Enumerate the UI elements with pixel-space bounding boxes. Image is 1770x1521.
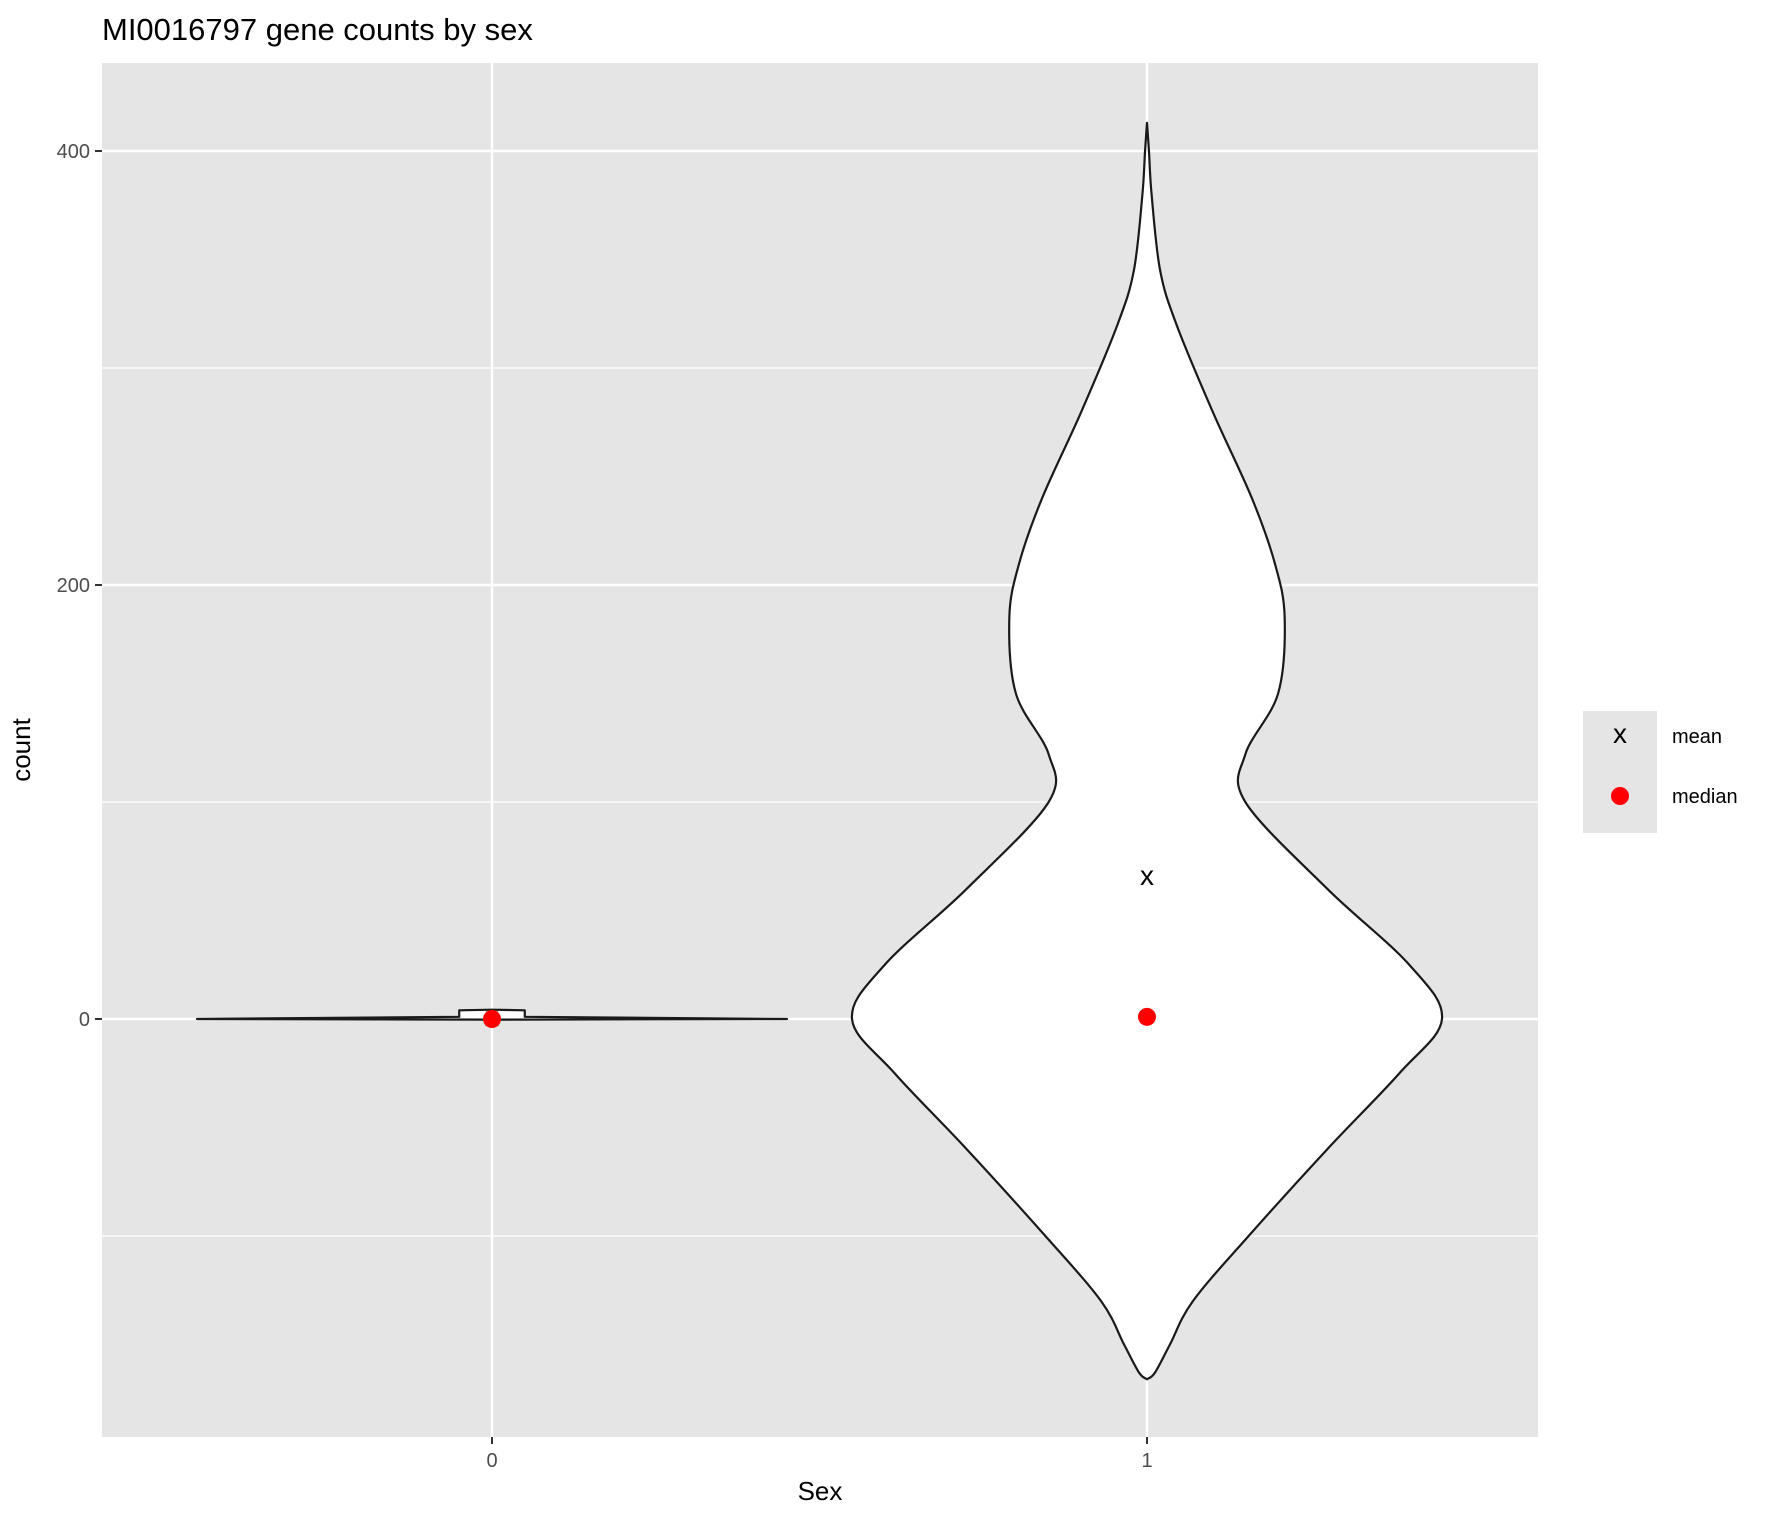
legend: x mean median bbox=[1583, 711, 1738, 833]
x-tick-label: 1 bbox=[1141, 1450, 1152, 1472]
mean-marker-sex-1: x bbox=[1140, 860, 1154, 891]
x-axis-title: Sex bbox=[798, 1476, 843, 1506]
median-point-sex-0 bbox=[483, 1010, 501, 1028]
y-tick-label: 0 bbox=[79, 1009, 90, 1031]
y-axis-title: count bbox=[6, 717, 36, 781]
median-point-sex-1 bbox=[1138, 1007, 1156, 1026]
violin-sex-1 bbox=[850, 121, 1444, 1381]
x-tick-label: 0 bbox=[486, 1450, 497, 1472]
legend-median-label: median bbox=[1672, 786, 1738, 808]
legend-key-background bbox=[1583, 711, 1657, 833]
legend-mean-symbol: x bbox=[1613, 718, 1627, 749]
y-tick-label: 200 bbox=[57, 575, 90, 597]
legend-median-dot bbox=[1611, 787, 1629, 805]
y-axis-ticks: 0 200 400 bbox=[57, 141, 102, 1031]
y-tick-label: 400 bbox=[57, 141, 90, 163]
legend-mean-label: mean bbox=[1672, 726, 1722, 748]
plot-panel bbox=[102, 63, 1538, 1437]
summary-markers: xx bbox=[483, 860, 1156, 1032]
chart-title: MI0016797 gene counts by sex bbox=[102, 12, 533, 47]
